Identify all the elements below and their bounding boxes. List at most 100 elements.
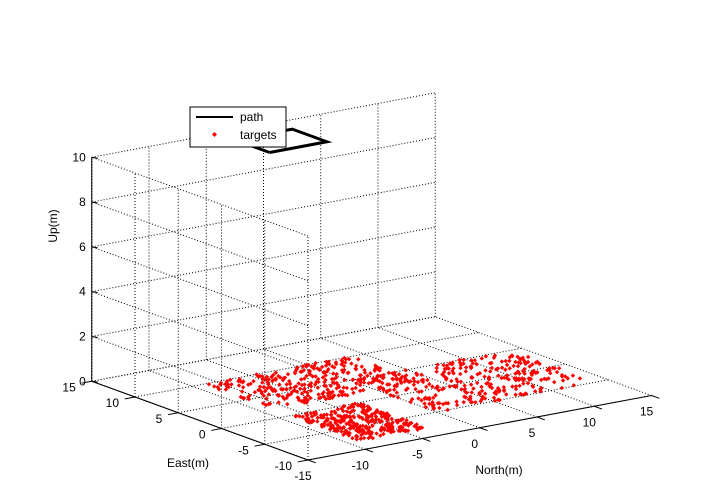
target-point [351,390,356,396]
target-point [315,419,320,424]
target-point [522,359,528,365]
target-point [252,390,258,395]
target-point [367,425,372,430]
target-point [504,392,509,397]
target-point [300,364,306,369]
target-point [366,381,371,386]
target-point [363,424,369,429]
target-point [386,370,392,376]
target-point [440,401,446,407]
target-point [293,414,298,419]
grid-back-up [91,271,436,337]
target-point [282,375,288,380]
target-point [344,421,349,427]
target-point [329,409,334,414]
target-point [515,363,521,369]
target-point [469,358,474,363]
target-point [451,383,457,389]
target-point [493,391,499,397]
target-point [517,371,522,376]
legend-path-label: path [240,110,263,124]
target-point [491,395,497,400]
target-point [395,395,401,400]
target-point [223,381,228,387]
target-point [302,386,307,391]
grid-back-up [91,137,436,203]
target-point [522,366,527,372]
target-point [322,412,327,418]
target-point [312,412,317,418]
target-point [341,424,347,430]
target-point [388,392,393,398]
target-point [413,424,419,430]
target-point [503,358,508,364]
target-point [340,370,346,375]
target-point [522,371,527,376]
target-point [335,382,341,388]
z-tick-label: 0 [79,374,86,388]
target-point [361,410,366,415]
target-point [238,379,243,384]
target-point [539,386,544,391]
target-point [276,393,281,399]
target-point [343,356,349,362]
target-point [315,415,320,420]
target-point [431,395,436,401]
target-point [385,382,390,387]
target-point [330,416,336,421]
target-point [513,359,518,365]
target-point [254,372,259,377]
target-point [378,433,383,438]
x-tick-mark [536,416,545,421]
target-point [501,387,507,393]
target-point [525,354,531,360]
target-point [469,374,474,380]
target-point [325,387,330,392]
target-point [272,387,277,392]
target-point [489,365,495,371]
y-tick-mark [254,443,265,447]
target-point [462,386,468,392]
target-point [547,368,552,373]
target-point [449,378,454,384]
target-point [293,369,298,374]
target-point [347,410,353,415]
target-point [356,414,362,419]
target-point [482,374,487,379]
target-point [423,405,429,410]
target-point [227,377,233,382]
target-point [492,398,498,403]
legend-box [189,106,287,148]
target-point [270,378,275,383]
y-tick-label: 10 [106,396,120,410]
target-point [474,362,479,367]
target-point [277,382,282,387]
target-point [479,384,484,390]
target-point [473,400,478,405]
target-point [435,362,440,367]
target-point [458,365,463,371]
target-point [266,392,271,397]
target-point [354,428,359,433]
target-point [277,375,283,380]
target-point [324,412,330,417]
target-point [364,417,370,422]
target-point [408,379,413,384]
target-point [442,366,448,372]
target-point [318,413,324,418]
target-point [305,393,311,398]
target-point [328,383,334,389]
x-tick-label: 0 [471,437,478,451]
target-point [325,422,331,427]
target-point [322,379,327,385]
target-point [359,432,364,438]
target-point [285,402,290,407]
target-point [336,418,342,424]
target-point [521,378,526,383]
target-point [308,388,313,393]
target-point [370,417,375,422]
target-point [403,429,408,434]
target-point [510,384,515,389]
target-point [339,362,344,367]
